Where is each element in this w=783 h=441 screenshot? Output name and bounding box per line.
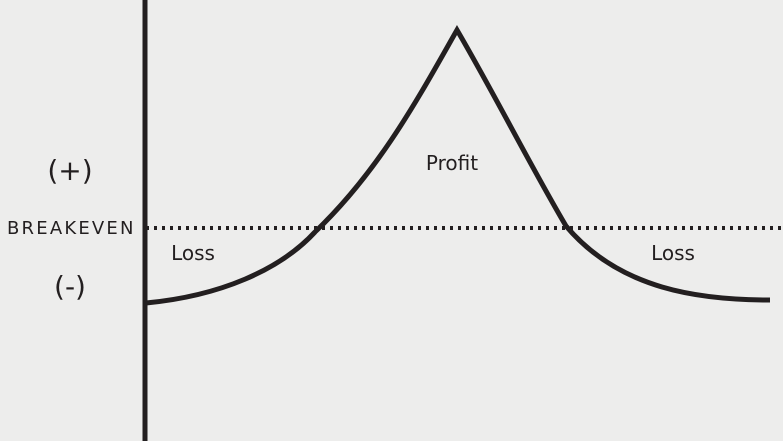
- profit-label: Profit: [426, 151, 478, 175]
- breakeven-label: BREAKEVEN: [7, 218, 136, 239]
- loss-label-left: Loss: [171, 241, 215, 265]
- payoff-curve: [145, 24, 771, 306]
- loss-label-right: Loss: [651, 241, 695, 265]
- positive-label: (+): [47, 154, 92, 187]
- negative-label: (-): [54, 270, 86, 303]
